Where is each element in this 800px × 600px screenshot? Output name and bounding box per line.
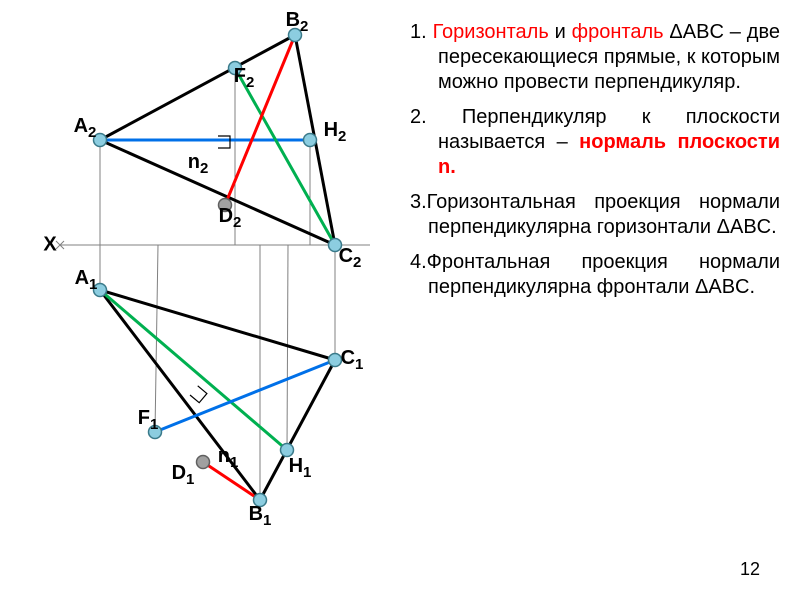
point-label-F1: F1 [138, 407, 159, 433]
point-label-F2: F2 [234, 65, 255, 91]
text-item-4: 4.Фронтальная проекция нормали перпендик… [410, 250, 780, 300]
diagram-area: A2 B2 C2 H2 F2 D2 n2 A1 B1 C1 H1 F1 D1 n1 X [0, 0, 400, 560]
point-label-n2: n2 [188, 151, 209, 177]
description-text: 1. Горизонталь и фронталь ΔABC – две пер… [410, 20, 780, 310]
text-item-3: 3.Горизонтальная проекция нормали перпен… [410, 190, 780, 240]
point-label-D2: D2 [219, 205, 242, 231]
point-label-H2: H2 [324, 119, 347, 145]
point-label-C2: C2 [339, 245, 362, 271]
point-label-B1: B1 [249, 503, 272, 529]
point-label-A2: A2 [74, 115, 97, 141]
point-label-H1: H1 [289, 455, 312, 481]
point-label-D1: D1 [172, 462, 195, 488]
point-label-B2: B2 [286, 9, 309, 35]
page-number: 12 [740, 559, 760, 580]
point-label-C1: C1 [341, 347, 364, 373]
point-label-n1: n1 [218, 445, 239, 471]
point-label-A1: A1 [75, 267, 98, 293]
text-item-2: 2. Перпендикуляр к плоскости называется … [410, 105, 780, 180]
point-label-X: X [43, 234, 56, 257]
geometry-diagram [0, 0, 400, 560]
text-item-1: 1. Горизонталь и фронталь ΔABC – две пер… [410, 20, 780, 95]
